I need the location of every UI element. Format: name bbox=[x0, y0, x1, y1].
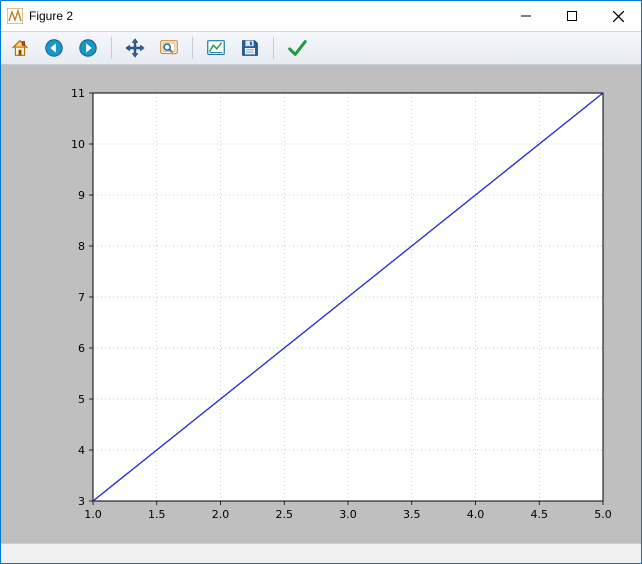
svg-text:5.0: 5.0 bbox=[594, 508, 612, 521]
line-chart: 1.0 1.5 2.0 2.5 3.0 3.5 4.0 4.5 5.0 3 4 5 6 7 8 9 10 11 bbox=[11, 75, 631, 533]
svg-text:1.5: 1.5 bbox=[148, 508, 166, 521]
maximize-button[interactable] bbox=[549, 1, 595, 31]
svg-text:4.5: 4.5 bbox=[531, 508, 549, 521]
svg-text:3.5: 3.5 bbox=[403, 508, 421, 521]
svg-text:4.0: 4.0 bbox=[467, 508, 485, 521]
statusbar bbox=[1, 543, 641, 563]
svg-text:3.0: 3.0 bbox=[339, 508, 357, 521]
forward-button[interactable] bbox=[75, 35, 101, 61]
pan-button[interactable] bbox=[122, 35, 148, 61]
figure-area: 1.0 1.5 2.0 2.5 3.0 3.5 4.0 4.5 5.0 3 4 5 6 7 8 9 10 11 bbox=[1, 65, 641, 543]
svg-text:5: 5 bbox=[78, 393, 85, 406]
svg-text:3: 3 bbox=[78, 495, 85, 508]
toolbar-separator-3 bbox=[273, 37, 274, 59]
home-button[interactable] bbox=[7, 35, 33, 61]
figure-window: Figure 2 bbox=[0, 0, 642, 564]
svg-text:9: 9 bbox=[78, 189, 85, 202]
zoom-button[interactable] bbox=[156, 35, 182, 61]
svg-text:2.5: 2.5 bbox=[276, 508, 294, 521]
svg-text:6: 6 bbox=[78, 342, 85, 355]
options-button[interactable] bbox=[284, 35, 310, 61]
toolbar-separator-1 bbox=[111, 37, 112, 59]
save-button[interactable] bbox=[237, 35, 263, 61]
svg-text:1.0: 1.0 bbox=[84, 508, 102, 521]
back-button[interactable] bbox=[41, 35, 67, 61]
titlebar: Figure 2 bbox=[1, 1, 641, 31]
minimize-button[interactable] bbox=[503, 1, 549, 31]
svg-text:4: 4 bbox=[78, 444, 85, 457]
svg-text:7: 7 bbox=[78, 291, 85, 304]
window-controls bbox=[503, 1, 641, 31]
svg-text:2.0: 2.0 bbox=[212, 508, 230, 521]
toolbar bbox=[1, 31, 641, 65]
svg-text:8: 8 bbox=[78, 240, 85, 253]
close-button[interactable] bbox=[595, 1, 641, 31]
window-title: Figure 2 bbox=[29, 9, 73, 23]
svg-text:11: 11 bbox=[71, 87, 85, 100]
toolbar-separator-2 bbox=[192, 37, 193, 59]
svg-text:10: 10 bbox=[71, 138, 85, 151]
subplots-button[interactable] bbox=[203, 35, 229, 61]
app-icon bbox=[7, 8, 23, 24]
